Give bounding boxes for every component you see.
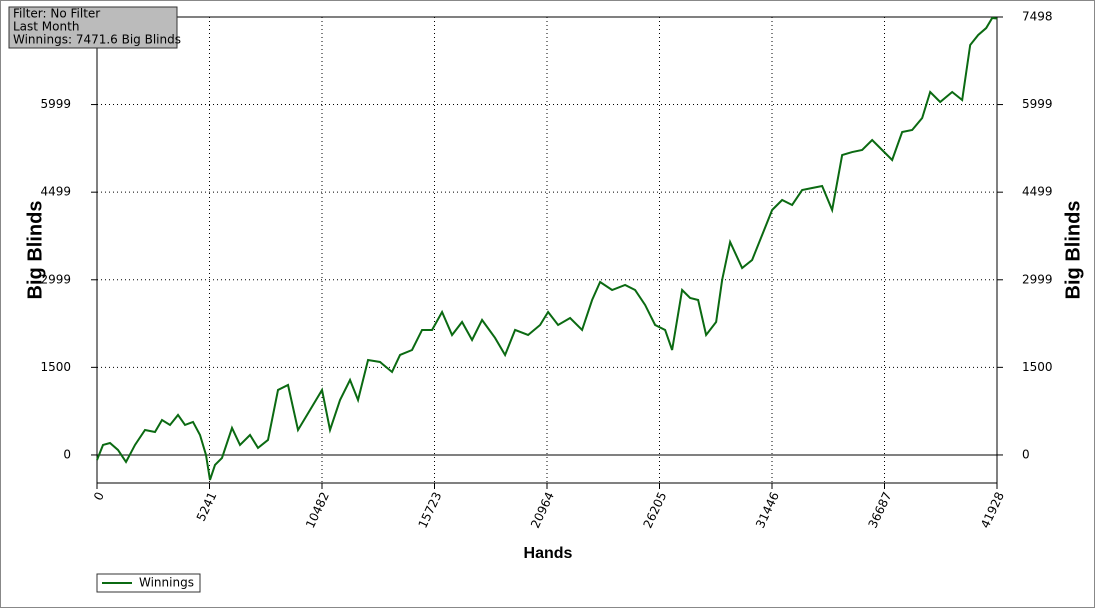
info-text: Winnings: 7471.6 Big Blinds: [13, 33, 181, 47]
legend-box: [96, 573, 201, 593]
y-tick-label: 5999: [40, 97, 71, 111]
info-text: Filter: No Filter: [13, 7, 100, 21]
y-tick-label: 4499: [40, 185, 71, 199]
legend-label: Winnings: [139, 576, 194, 590]
y2-tick-label: 4499: [1022, 185, 1053, 199]
y2-tick-label: 2999: [1022, 272, 1053, 286]
x-axis-label: Hands: [524, 545, 573, 562]
y-tick-label: 1500: [40, 360, 71, 374]
y-tick-label: 0: [63, 447, 71, 461]
y-tick-label: 2999: [40, 272, 71, 286]
info-box-bg: [8, 6, 178, 49]
y2-tick-label: 5999: [1022, 97, 1053, 111]
legend: Winnings: [96, 573, 201, 593]
y2-tick-label: 1500: [1022, 360, 1053, 374]
info-text: Last Month: [13, 20, 79, 34]
series-line: [96, 16, 998, 481]
y2-tick-label: 7498: [1022, 10, 1053, 24]
y2-axis-label: Big Blinds: [1062, 201, 1084, 300]
info-box: Filter: No Filter Last Month Winnings: 7…: [8, 6, 181, 49]
y2-tick-label: 0: [1022, 447, 1030, 461]
y-axis-label: Big Blinds: [24, 201, 46, 300]
